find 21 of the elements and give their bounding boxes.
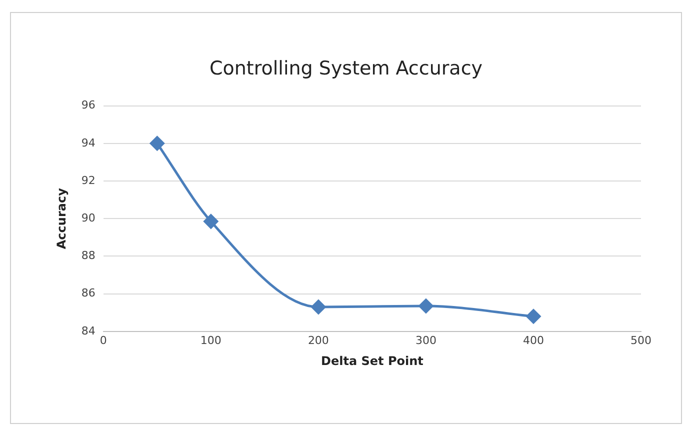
y-tick-label: 84	[81, 324, 96, 338]
point	[204, 214, 218, 229]
x-tick-label: 500	[630, 334, 652, 347]
point	[150, 136, 164, 151]
x-tick-label: 200	[308, 334, 329, 347]
y-tick-label: 96	[81, 98, 96, 112]
y-tick-label: 94	[81, 136, 96, 150]
point	[526, 309, 541, 324]
chart-title: Controlling System Accuracy	[209, 57, 483, 80]
y-tick-label: 88	[81, 249, 96, 262]
y-tick-label: 86	[81, 286, 96, 300]
y-tick-label: 90	[81, 211, 96, 224]
x-tick-label: 400	[522, 334, 544, 347]
point	[311, 300, 326, 314]
y-axis-title: Accuracy	[54, 188, 68, 250]
x-tick-label: 0	[100, 334, 107, 347]
x-tick-label: 300	[415, 334, 436, 347]
point	[418, 298, 434, 314]
x-axis-title: Delta Set Point	[321, 354, 424, 368]
y-tick-label: 92	[81, 174, 96, 187]
x-tick-label: 100	[200, 334, 222, 347]
